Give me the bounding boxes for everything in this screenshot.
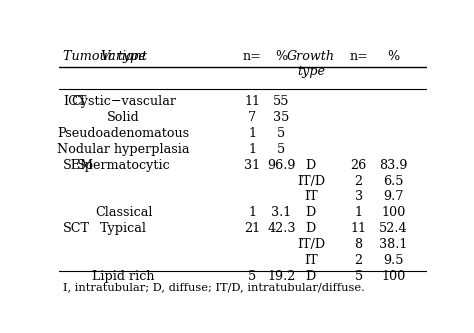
Text: 21: 21 <box>244 222 260 235</box>
Text: 42.3: 42.3 <box>267 222 296 235</box>
Text: 1: 1 <box>248 143 256 156</box>
Text: 96.9: 96.9 <box>267 159 296 172</box>
Text: Cystic−vascular: Cystic−vascular <box>71 95 176 108</box>
Text: D: D <box>306 222 316 235</box>
Text: Classical: Classical <box>95 206 152 219</box>
Text: 5: 5 <box>277 127 286 140</box>
Text: SCT: SCT <box>63 222 90 235</box>
Text: IT: IT <box>304 254 318 267</box>
Text: 2: 2 <box>355 254 363 267</box>
Text: Growth
type: Growth type <box>287 50 335 78</box>
Text: D: D <box>306 159 316 172</box>
Text: Variant: Variant <box>100 50 147 63</box>
Text: %: % <box>387 50 400 63</box>
Text: 31: 31 <box>244 159 260 172</box>
Text: IT/D: IT/D <box>297 238 325 251</box>
Text: 52.4: 52.4 <box>379 222 408 235</box>
Text: n=: n= <box>243 50 262 63</box>
Text: Pseudoadenomatous: Pseudoadenomatous <box>57 127 190 140</box>
Text: 9.5: 9.5 <box>383 254 404 267</box>
Text: 100: 100 <box>382 270 406 283</box>
Text: 26: 26 <box>350 159 367 172</box>
Text: Spermatocytic: Spermatocytic <box>77 159 171 172</box>
Text: 55: 55 <box>273 95 290 108</box>
Text: IT: IT <box>304 190 318 203</box>
Text: 19.2: 19.2 <box>267 270 296 283</box>
Text: 8: 8 <box>355 238 363 251</box>
Text: D: D <box>306 270 316 283</box>
Text: 1: 1 <box>355 206 363 219</box>
Text: IT/D: IT/D <box>297 174 325 187</box>
Text: Nodular hyperplasia: Nodular hyperplasia <box>57 143 190 156</box>
Text: 7: 7 <box>248 111 256 124</box>
Text: 38.1: 38.1 <box>379 238 408 251</box>
Text: I, intratubular; D, diffuse; IT/D, intratubular/diffuse.: I, intratubular; D, diffuse; IT/D, intra… <box>63 282 365 292</box>
Text: 9.7: 9.7 <box>383 190 404 203</box>
Text: 3.1: 3.1 <box>272 206 292 219</box>
Text: 35: 35 <box>273 111 290 124</box>
Text: Lipid rich: Lipid rich <box>92 270 155 283</box>
Text: 1: 1 <box>248 206 256 219</box>
Text: Tumour type: Tumour type <box>63 50 146 63</box>
Text: 83.9: 83.9 <box>379 159 408 172</box>
Text: SEM: SEM <box>63 159 94 172</box>
Text: 3: 3 <box>355 190 363 203</box>
Text: ICT: ICT <box>63 95 86 108</box>
Text: 5: 5 <box>277 143 286 156</box>
Text: 5: 5 <box>355 270 363 283</box>
Text: 2: 2 <box>355 174 363 187</box>
Text: n=: n= <box>349 50 368 63</box>
Text: 6.5: 6.5 <box>383 174 404 187</box>
Text: D: D <box>306 206 316 219</box>
Text: 100: 100 <box>382 206 406 219</box>
Text: Typical: Typical <box>100 222 147 235</box>
Text: Solid: Solid <box>107 111 140 124</box>
Text: 1: 1 <box>248 127 256 140</box>
Text: 11: 11 <box>244 95 260 108</box>
Text: 11: 11 <box>351 222 367 235</box>
Text: %: % <box>275 50 288 63</box>
Text: 5: 5 <box>248 270 256 283</box>
